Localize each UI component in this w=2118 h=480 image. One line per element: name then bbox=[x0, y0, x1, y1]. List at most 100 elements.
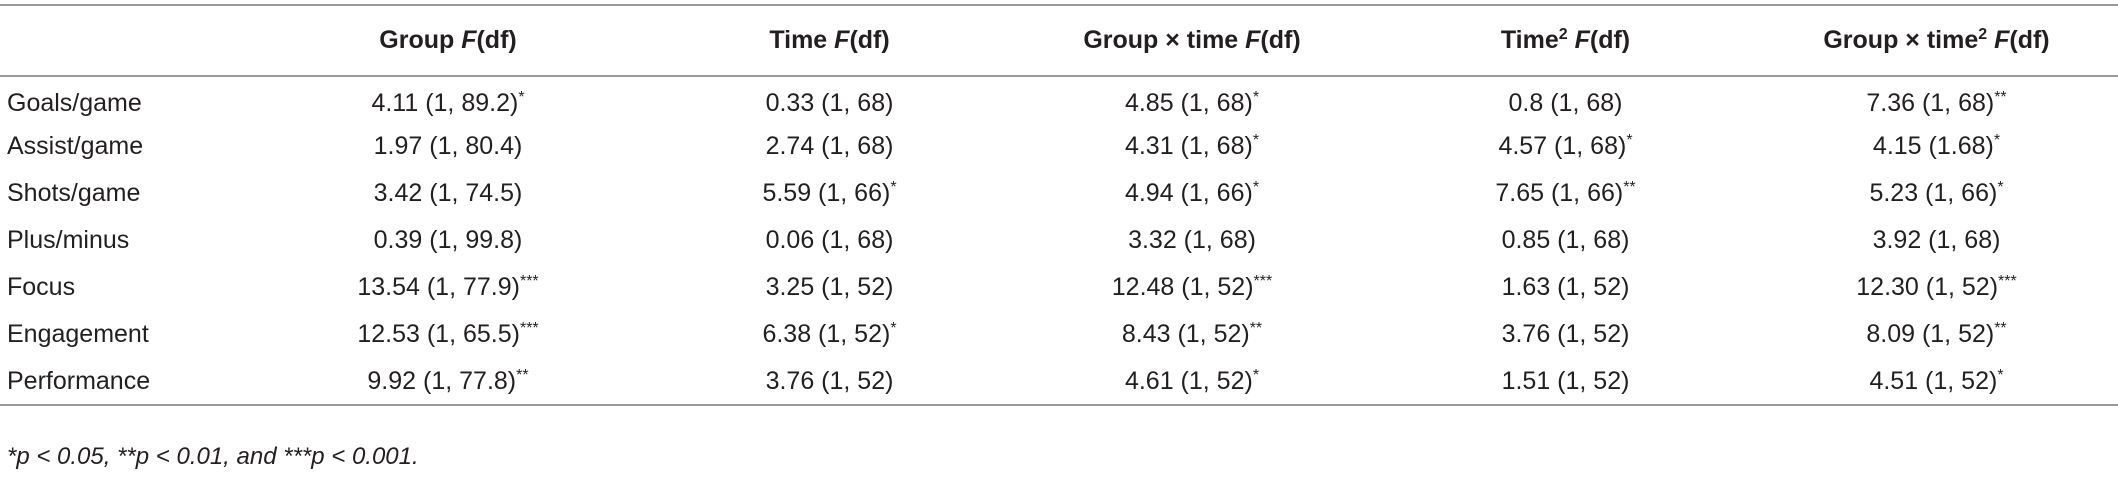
significance-mark: * bbox=[1626, 132, 1633, 149]
significance-mark: *** bbox=[1253, 273, 1273, 290]
superscript: 2 bbox=[1978, 26, 1988, 43]
cell-value: 4.15 (1.68) bbox=[1872, 132, 1994, 160]
table-row: Goals/game 4.11 (1, 89.2)* 0.33 (1, 68) 4.8… bbox=[0, 76, 2118, 123]
table-cell: 1.97 (1, 80.4) bbox=[245, 123, 651, 170]
table-cell: 4.31 (1, 68)* bbox=[1008, 123, 1376, 170]
table-cell: 1.63 (1, 52) bbox=[1376, 264, 1755, 311]
table-cell: 4.61 (1, 52)* bbox=[1008, 358, 1376, 405]
table-cell: 7.36 (1, 68)** bbox=[1755, 76, 2118, 123]
table-row: Focus 13.54 (1, 77.9)*** 3.25 (1, 52) 12.48… bbox=[0, 264, 2118, 311]
cell-value: 4.51 (1, 52) bbox=[1869, 366, 1998, 395]
header-text: F bbox=[1987, 26, 2010, 54]
row-label: Plus/minus bbox=[7, 226, 130, 254]
table-cell: 3.42 (1, 74.5) bbox=[245, 170, 651, 217]
significance-mark: *** bbox=[519, 320, 539, 337]
cell-value: 1.63 (1, 52) bbox=[1501, 273, 1630, 301]
cell-value: 4.11 (1, 89.2) bbox=[371, 88, 519, 117]
cell-value: 4.57 (1, 68) bbox=[1498, 132, 1627, 160]
cell-value: 7.65 (1, 66) bbox=[1495, 179, 1624, 207]
row-label: Focus bbox=[7, 273, 76, 301]
table-cell: 4.11 (1, 89.2)* bbox=[245, 76, 651, 123]
results-table: Group F(df) Time F(df) Group × time F(df) T… bbox=[0, 4, 2118, 406]
table-cell: 5.23 (1, 66)* bbox=[1755, 170, 2118, 217]
cell-value: 7.36 (1, 68) bbox=[1866, 88, 1995, 117]
header-text: Group × time bbox=[1083, 26, 1239, 54]
table-cell: 4.94 (1, 66)* bbox=[1008, 170, 1376, 217]
cell-value: 5.23 (1, 66) bbox=[1869, 179, 1998, 207]
cell-value: 8.09 (1, 52) bbox=[1866, 320, 1995, 348]
cell-value: 3.42 (1, 74.5) bbox=[373, 179, 523, 207]
cell-value: 5.59 (1, 66) bbox=[762, 179, 891, 207]
cell-value: 4.31 (1, 68) bbox=[1124, 132, 1253, 160]
table-cell: 12.48 (1, 52)*** bbox=[1008, 264, 1376, 311]
header-text: (df) bbox=[1260, 26, 1301, 54]
cell-value: 0.39 (1, 99.8) bbox=[373, 226, 523, 254]
table-cell: 5.59 (1, 66)* bbox=[651, 170, 1008, 217]
table-row: Shots/game 3.42 (1, 74.5) 5.59 (1, 66)* 4.9… bbox=[0, 170, 2118, 217]
header-text: F bbox=[1567, 26, 1590, 54]
column-header bbox=[0, 5, 245, 76]
header-text: Time bbox=[769, 26, 828, 54]
table-cell: 8.09 (1, 52)** bbox=[1755, 311, 2118, 358]
header-text: Time bbox=[1500, 26, 1559, 54]
row-label: Shots/game bbox=[7, 179, 141, 207]
header-text: Group bbox=[379, 26, 455, 54]
cell-value: 8.43 (1, 52) bbox=[1121, 320, 1250, 348]
significance-mark: ** bbox=[1249, 320, 1263, 337]
cell-value: 4.85 (1, 68) bbox=[1124, 88, 1253, 117]
table-cell: 1.51 (1, 52) bbox=[1376, 358, 1755, 405]
table-cell: 12.53 (1, 65.5)*** bbox=[245, 311, 651, 358]
cell-value: 13.54 (1, 77.9) bbox=[357, 273, 520, 301]
header-text: (df) bbox=[1589, 26, 1631, 54]
cell-value: 1.97 (1, 80.4) bbox=[373, 132, 523, 160]
row-label: Performance bbox=[7, 366, 151, 395]
significance-mark: ** bbox=[1994, 320, 2007, 337]
significance-mark: * bbox=[1993, 132, 2001, 149]
cell-value: 2.74 (1, 68) bbox=[765, 132, 894, 160]
header-text: F bbox=[1238, 26, 1261, 54]
cell-value: 1.51 (1, 52) bbox=[1501, 366, 1630, 395]
cell-value: 0.33 (1, 68) bbox=[765, 88, 894, 117]
table-row: Plus/minus 0.39 (1, 99.8) 0.06 (1, 68) 3.32… bbox=[0, 217, 2118, 264]
table-cell: 9.92 (1, 77.8)** bbox=[245, 358, 651, 405]
cell-value: 12.30 (1, 52) bbox=[1856, 273, 1999, 301]
table-cell: 0.06 (1, 68) bbox=[651, 217, 1008, 264]
table-cell: 8.43 (1, 52)** bbox=[1008, 311, 1376, 358]
header-text: (df) bbox=[849, 26, 890, 54]
table-cell: 4.51 (1, 52)* bbox=[1755, 358, 2118, 405]
cell-value: 0.85 (1, 68) bbox=[1501, 226, 1630, 254]
footnote: *p < 0.05, **p < 0.01, and ***p < 0.001. bbox=[7, 443, 419, 470]
table-cell: 4.57 (1, 68)* bbox=[1376, 123, 1755, 170]
table-cell: 0.8 (1, 68) bbox=[1376, 76, 1755, 123]
header-row: Group F(df) Time F(df) Group × time F(df) T… bbox=[0, 5, 2118, 76]
cell-value: 6.38 (1, 52) bbox=[762, 320, 891, 348]
column-header: Time2 F(df) bbox=[1376, 5, 1755, 76]
cell-value: 4.94 (1, 66) bbox=[1124, 179, 1253, 207]
table-header: Group F(df) Time F(df) Group × time F(df) T… bbox=[0, 5, 2118, 76]
table-cell: 4.15 (1.68)* bbox=[1755, 123, 2118, 170]
table-cell: 0.39 (1, 99.8) bbox=[245, 217, 651, 264]
cell-value: 12.48 (1, 52) bbox=[1111, 273, 1254, 301]
cell-value: 3.76 (1, 52) bbox=[765, 366, 894, 395]
significance-mark: ** bbox=[1623, 179, 1636, 196]
table-cell: 6.38 (1, 52)* bbox=[651, 311, 1008, 358]
significance-mark: * bbox=[1252, 366, 1260, 384]
significance-mark: ** bbox=[1994, 88, 2007, 106]
table-cell: 3.92 (1, 68) bbox=[1755, 217, 2118, 264]
cell-value: 3.92 (1, 68) bbox=[1872, 226, 2001, 254]
table-row: Performance 9.92 (1, 77.8)** 3.76 (1, 52) 4… bbox=[0, 358, 2118, 405]
header-text: Group × time bbox=[1823, 26, 1979, 54]
significance-mark: * bbox=[1997, 366, 2004, 384]
table-cell: 12.30 (1, 52)*** bbox=[1755, 264, 2118, 311]
table-cell: 3.25 (1, 52) bbox=[651, 264, 1008, 311]
significance-mark: * bbox=[1252, 132, 1260, 149]
header-text: F bbox=[454, 26, 477, 54]
column-header: Group × time F(df) bbox=[1008, 5, 1376, 76]
table-cell: 0.85 (1, 68) bbox=[1376, 217, 1755, 264]
table-cell: 13.54 (1, 77.9)*** bbox=[245, 264, 651, 311]
row-label: Assist/game bbox=[7, 132, 144, 160]
significance-mark: * bbox=[1252, 88, 1260, 106]
table-cell: 3.76 (1, 52) bbox=[651, 358, 1008, 405]
column-header: Time F(df) bbox=[651, 5, 1008, 76]
